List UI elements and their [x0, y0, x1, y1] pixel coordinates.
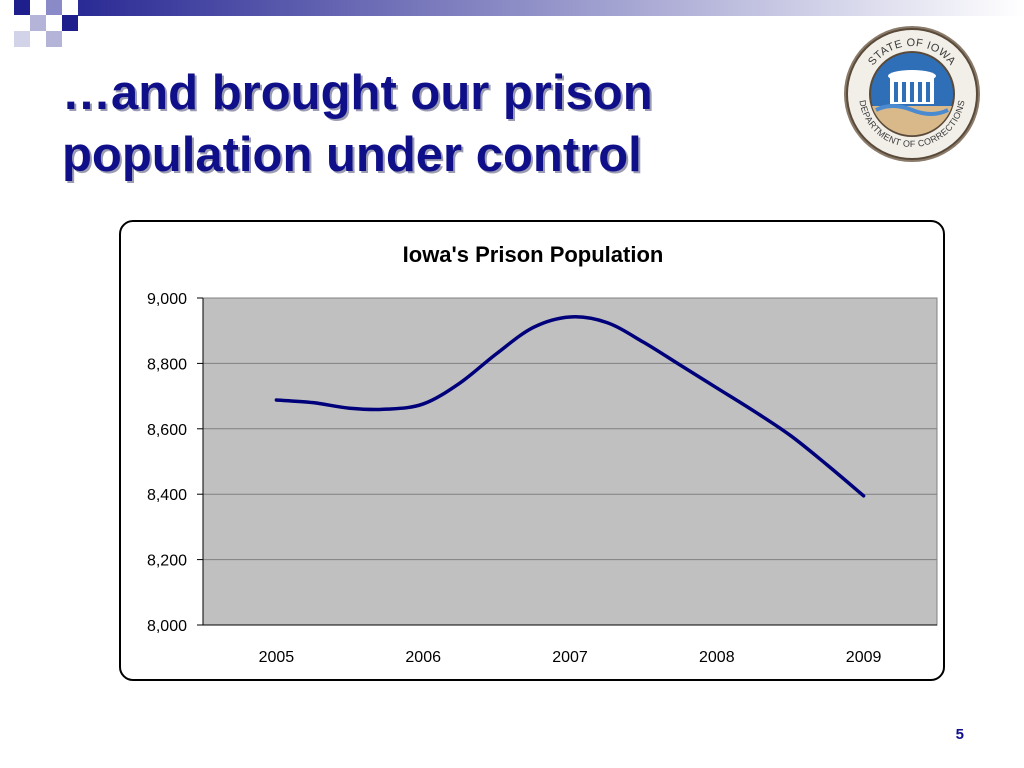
- y-tick-label: 8,800: [147, 356, 187, 373]
- slide-title: …and brought our prison population under…: [62, 66, 653, 182]
- corner-decoration: [14, 0, 1024, 47]
- deco-square: [30, 15, 46, 31]
- deco-square: [46, 31, 62, 47]
- y-tick-label: 8,000: [147, 618, 187, 635]
- y-tick-label: 8,400: [147, 487, 187, 504]
- chart-title: Iowa's Prison Population: [403, 242, 664, 267]
- deco-square: [14, 31, 30, 47]
- iowa-doc-seal-icon: STATE OF IOWA DEPARTMENT OF CORRECTIONS: [844, 26, 980, 162]
- plot-area: [202, 297, 938, 626]
- prison-population-chart: Iowa's Prison Population 8,000 8,200 8,400…: [147, 242, 938, 666]
- x-tick-label: 2005: [259, 649, 295, 666]
- x-tick-label: 2006: [405, 649, 441, 666]
- x-tick-label: 2007: [552, 649, 588, 666]
- y-tick-label: 8,600: [147, 422, 187, 439]
- deco-square: [14, 0, 30, 15]
- top-gradient-bar: [78, 0, 1024, 16]
- y-tick-label: 9,000: [147, 291, 187, 308]
- page-number: 5: [955, 726, 964, 743]
- y-tick-label: 8,200: [147, 553, 187, 570]
- deco-square: [46, 0, 62, 15]
- x-tick-label: 2009: [846, 649, 882, 666]
- deco-square: [62, 15, 78, 31]
- x-tick-label: 2008: [699, 649, 735, 666]
